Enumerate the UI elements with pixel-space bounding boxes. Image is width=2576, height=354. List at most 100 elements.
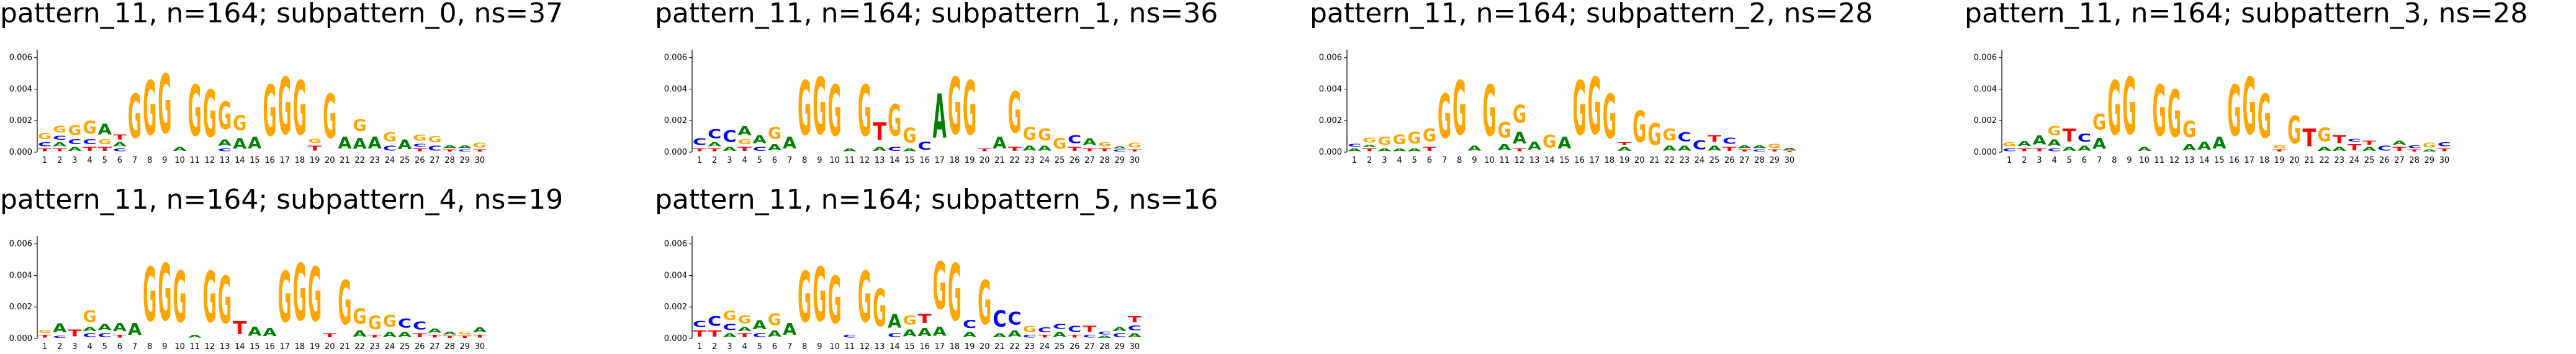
logo-letter-t: T	[53, 147, 66, 152]
logo-letter-a: A	[2063, 146, 2077, 152]
x-tick-label: 18	[950, 156, 960, 165]
x-tick-label: 26	[1724, 156, 1735, 165]
logo-letter-g: G	[1663, 126, 1677, 145]
x-tick-label: 13	[2184, 156, 2195, 165]
logo-letter-a: A	[1663, 145, 1677, 153]
logo-letter-t: T	[443, 149, 457, 152]
logo-letter-g: G	[428, 135, 441, 144]
x-tick-label: 8	[802, 156, 807, 165]
logo-letter-a: A	[1113, 326, 1127, 332]
x-tick-label: 11	[189, 156, 200, 165]
logo-letter-t: T	[1038, 334, 1052, 338]
logo-letter-a: A	[2362, 146, 2377, 152]
x-tick-label: 2	[712, 156, 717, 165]
x-tick-label: 27	[430, 342, 440, 352]
x-tick-label: 27	[430, 156, 440, 165]
logo-letter-a: A	[723, 332, 737, 338]
panel-title: pattern_11, n=164; subpattern_1, ns=36	[655, 0, 1218, 29]
logo-letter-a: A	[2318, 146, 2332, 152]
logo-letter-g: G	[2107, 66, 2121, 152]
logo-letter-a: A	[173, 146, 187, 152]
logo-letter-c: C	[2078, 132, 2091, 144]
logo-letter-g: G	[218, 263, 232, 338]
logo-letter-g: G	[1647, 118, 1661, 152]
logo-letter-g: G	[278, 258, 292, 339]
logo-letter-t: T	[1083, 147, 1096, 152]
x-tick-label: 7	[787, 342, 792, 352]
logo-letter-a: A	[753, 134, 767, 147]
logo-letter-a: A	[918, 326, 932, 339]
y-tick-label: 0.002	[1319, 116, 1342, 125]
logo-letter-a: A	[473, 326, 487, 334]
x-tick-label: 3	[72, 342, 77, 352]
x-tick-label: 15	[250, 342, 260, 352]
logo-letter-t: T	[113, 134, 127, 142]
x-tick-label: 17	[1589, 156, 1600, 165]
x-tick-label: 21	[340, 342, 350, 352]
x-tick-label: 24	[2349, 156, 2360, 165]
y-tick-label: 0.002	[9, 116, 32, 125]
x-tick-label: 20	[980, 156, 990, 165]
logo-letter-g: G	[1023, 324, 1037, 334]
x-tick-label: 25	[1709, 156, 1720, 165]
logo-letter-c: C	[413, 143, 426, 147]
logo-letter-g: G	[308, 253, 322, 338]
x-tick-label: 7	[132, 342, 137, 352]
x-tick-label: 1	[697, 156, 702, 165]
logo-letter-c: C	[2348, 138, 2361, 143]
logo-letter-t: T	[233, 319, 246, 338]
logo-letter-c: C	[1113, 149, 1127, 152]
logo-letter-t: T	[1083, 324, 1096, 334]
logo-letter-a: A	[2197, 140, 2212, 153]
x-tick-label: 6	[1427, 156, 1432, 165]
x-tick-label: 30	[475, 156, 485, 165]
logo-letter-g: G	[143, 253, 156, 338]
x-tick-label: 14	[235, 156, 245, 165]
x-tick-label: 23	[1024, 342, 1035, 352]
y-tick-label: 0.000	[1319, 148, 1342, 157]
x-tick-label: 10	[174, 342, 185, 352]
y-tick-label: 0.004	[1974, 84, 1997, 94]
logo-letter-c: C	[113, 148, 127, 152]
x-tick-label: 21	[994, 156, 1005, 165]
logo-letter-a: A	[1128, 332, 1142, 338]
logo-letter-c: C	[398, 316, 412, 330]
logo-letter-g: G	[173, 258, 187, 339]
logo-letter-g: G	[738, 138, 752, 146]
logo-letter-a: A	[1362, 144, 1376, 147]
logo-letter-g: G	[2423, 141, 2436, 149]
logo-letter-c: C	[1098, 331, 1112, 335]
x-tick-label: 15	[250, 156, 260, 165]
logo-letter-a: A	[98, 122, 112, 138]
logo-letter-g: G	[2258, 82, 2271, 152]
logo-letter-c: C	[1068, 325, 1081, 334]
logo-letter-a: A	[248, 324, 261, 338]
logo-letter-a: A	[443, 144, 457, 149]
logo-letter-g: G	[1377, 135, 1391, 148]
logo-letter-t: T	[873, 119, 887, 147]
logo-letter-a: A	[783, 320, 797, 338]
y-tick-label: 0.006	[9, 240, 32, 249]
x-tick-label: 22	[1009, 342, 1020, 352]
x-tick-label: 10	[1484, 156, 1495, 165]
logo-letter-a: A	[993, 134, 1007, 152]
logo-letter-t: T	[473, 149, 487, 152]
logo-letter-a: A	[458, 144, 472, 149]
x-tick-label: 3	[727, 156, 732, 165]
logo-letter-g: G	[338, 268, 351, 338]
logo-letter-c: C	[53, 135, 66, 141]
logo-letter-t: T	[323, 332, 337, 338]
logo-letter-c: C	[1128, 325, 1142, 332]
logo-letter-g: G	[2272, 144, 2286, 149]
logo-letter-t: T	[83, 146, 97, 152]
logo-letter-t: T	[1362, 147, 1376, 152]
logo-letter-a: A	[738, 326, 752, 332]
logo-letter-g: G	[2002, 141, 2016, 147]
logo-letter-a: A	[1348, 147, 1361, 152]
x-tick-label: 7	[132, 156, 137, 165]
logo-letter-a: A	[338, 134, 352, 152]
x-tick-label: 19	[310, 342, 320, 352]
logo-letter-g: G	[308, 138, 322, 144]
logo-letter-c: C	[38, 141, 52, 147]
logo-letter-g: G	[98, 138, 112, 146]
